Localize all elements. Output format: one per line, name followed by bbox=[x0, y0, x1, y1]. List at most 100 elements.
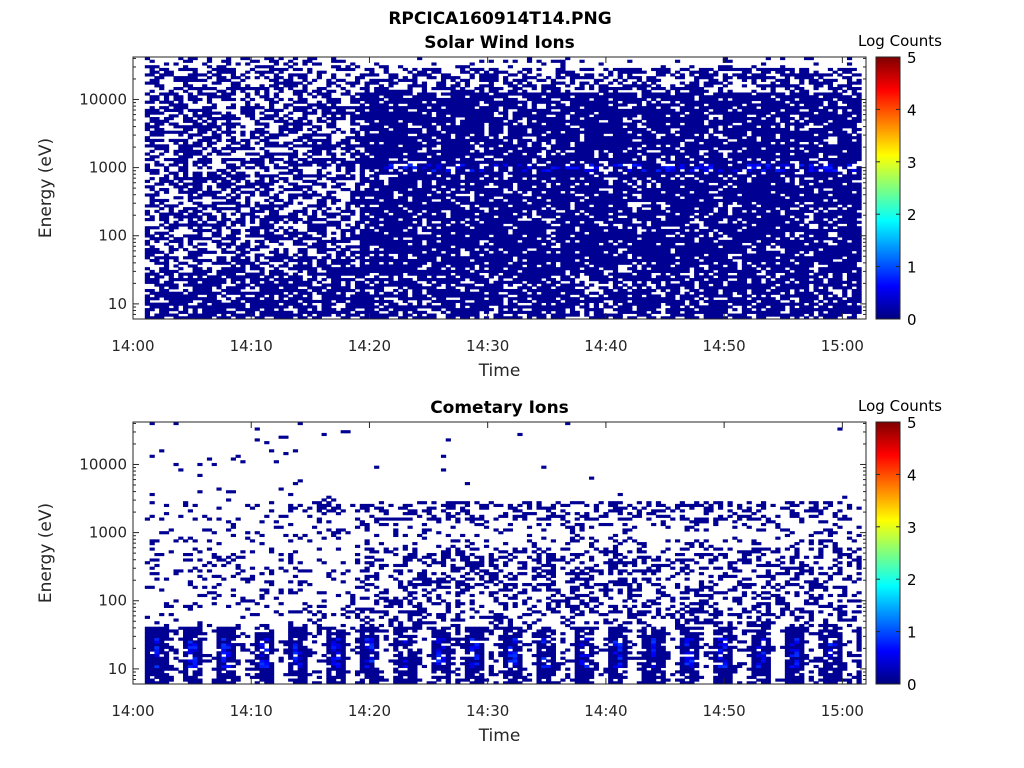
heatmap-cell bbox=[474, 155, 480, 159]
heatmap-cell bbox=[345, 149, 351, 153]
heatmap-cell bbox=[163, 220, 170, 224]
heatmap-cell bbox=[498, 95, 504, 99]
heatmap-cell bbox=[259, 302, 265, 306]
heatmap-cell bbox=[159, 130, 165, 134]
heatmap-cell bbox=[307, 280, 313, 284]
heatmap-cell bbox=[498, 226, 504, 230]
heatmap-cell bbox=[412, 310, 418, 314]
heatmap-cell bbox=[321, 234, 327, 238]
heatmap-cell bbox=[479, 97, 485, 102]
heatmap-cell bbox=[450, 207, 456, 211]
heatmap-cell bbox=[197, 283, 203, 287]
heatmap-cell bbox=[331, 76, 337, 80]
heatmap-cell bbox=[359, 299, 365, 304]
heatmap-cell bbox=[354, 237, 361, 241]
heatmap-cell bbox=[364, 313, 370, 317]
heatmap-cell bbox=[259, 185, 265, 189]
heatmap-cell bbox=[359, 108, 365, 112]
heatmap-cell bbox=[311, 193, 318, 197]
heatmap-cell bbox=[407, 171, 413, 175]
heatmap-cell bbox=[278, 269, 284, 274]
heatmap-cell bbox=[440, 299, 447, 304]
heatmap-cell bbox=[455, 278, 461, 282]
heatmap-cell bbox=[412, 149, 418, 153]
heatmap-cell bbox=[407, 92, 413, 96]
heatmap-cell bbox=[235, 278, 241, 282]
heatmap-cell bbox=[240, 264, 246, 268]
heatmap-cell bbox=[245, 70, 251, 74]
heatmap-cell bbox=[163, 149, 170, 153]
heatmap-cell bbox=[235, 316, 241, 320]
heatmap-cell bbox=[522, 144, 528, 148]
heatmap-cell bbox=[402, 89, 408, 93]
heatmap-cell bbox=[235, 237, 241, 241]
heatmap-cell bbox=[450, 119, 456, 123]
heatmap-cell bbox=[483, 84, 490, 88]
heatmap-cell bbox=[292, 188, 299, 192]
heatmap-cell bbox=[273, 286, 279, 290]
heatmap-cell bbox=[345, 188, 351, 192]
heatmap-cell bbox=[159, 316, 165, 320]
heatmap-cell bbox=[192, 245, 198, 249]
heatmap-cell bbox=[307, 313, 313, 317]
heatmap-cell bbox=[512, 89, 518, 93]
heatmap-cell bbox=[512, 250, 518, 254]
heatmap-cell bbox=[426, 95, 432, 99]
heatmap-cell bbox=[221, 171, 227, 175]
heatmap-cell bbox=[378, 212, 385, 216]
heatmap-cell bbox=[417, 297, 423, 301]
heatmap-cell bbox=[345, 204, 351, 208]
heatmap-cell bbox=[163, 92, 170, 96]
heatmap-cell bbox=[374, 305, 380, 309]
heatmap-cell bbox=[507, 144, 513, 148]
heatmap-cell bbox=[393, 168, 399, 173]
heatmap-cell bbox=[311, 78, 318, 82]
heatmap-cell bbox=[417, 242, 423, 246]
heatmap-cell bbox=[354, 185, 361, 189]
heatmap-cell bbox=[230, 89, 236, 93]
heatmap-cell bbox=[464, 248, 471, 252]
heatmap-cell bbox=[431, 308, 437, 312]
heatmap-cell bbox=[168, 302, 174, 306]
heatmap-cell bbox=[440, 152, 447, 156]
heatmap-cell bbox=[440, 242, 447, 246]
heatmap-cell bbox=[192, 78, 198, 82]
heatmap-cell bbox=[407, 278, 413, 282]
heatmap-cell bbox=[460, 278, 466, 282]
heatmap-cell bbox=[240, 138, 246, 143]
heatmap-cell bbox=[455, 207, 461, 211]
heatmap-cell bbox=[455, 269, 461, 274]
heatmap-cell bbox=[469, 291, 475, 295]
heatmap-cell bbox=[479, 89, 485, 93]
heatmap-cell bbox=[345, 237, 351, 241]
heatmap-cell bbox=[221, 168, 227, 173]
heatmap-cell bbox=[202, 119, 208, 123]
heatmap-cell bbox=[321, 223, 327, 227]
heatmap-cell bbox=[402, 291, 408, 295]
heatmap-cell bbox=[364, 253, 370, 257]
heatmap-cell bbox=[493, 122, 499, 126]
heatmap-cell bbox=[335, 250, 342, 254]
heatmap-cell bbox=[378, 179, 385, 183]
heatmap-cell bbox=[507, 209, 513, 213]
heatmap-cell bbox=[221, 313, 227, 317]
heatmap-cell bbox=[254, 280, 260, 284]
heatmap-cell bbox=[359, 160, 365, 164]
heatmap-cell bbox=[512, 136, 518, 140]
heatmap-cell bbox=[187, 92, 193, 96]
heatmap-cell bbox=[378, 288, 385, 293]
heatmap-cell bbox=[488, 171, 494, 175]
heatmap-cell bbox=[144, 280, 150, 284]
heatmap-cell bbox=[512, 204, 518, 208]
heatmap-cell bbox=[455, 103, 461, 107]
heatmap-cell bbox=[522, 78, 528, 82]
heatmap-cell bbox=[393, 308, 399, 312]
heatmap-cell bbox=[526, 111, 533, 115]
heatmap-cell bbox=[469, 111, 475, 115]
heatmap-cell bbox=[445, 250, 451, 254]
heatmap-cell bbox=[202, 130, 208, 134]
heatmap-cell bbox=[488, 196, 494, 200]
heatmap-cell bbox=[474, 308, 480, 312]
heatmap-cell bbox=[311, 223, 318, 227]
heatmap-cell bbox=[503, 207, 509, 211]
